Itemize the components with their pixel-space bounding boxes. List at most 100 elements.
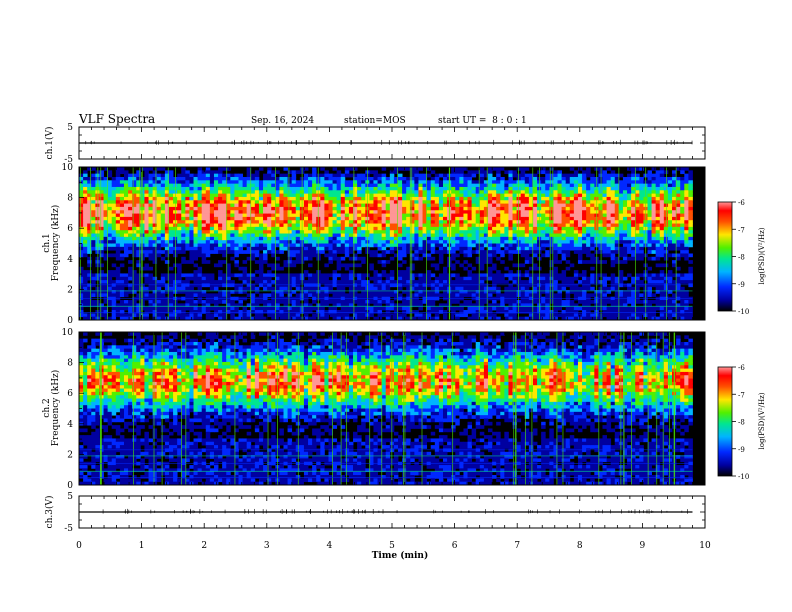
spectrogram-cell [213, 186, 219, 191]
spectrogram-cell [389, 273, 395, 278]
spectrogram-cell [353, 223, 358, 228]
spectrogram-cell [222, 183, 227, 188]
spectrogram-cell [177, 223, 182, 228]
spectrogram-cell [577, 300, 583, 304]
spectrogram-cell [487, 260, 493, 264]
spectrogram-cell [492, 240, 497, 244]
spectrogram-cell [443, 270, 448, 274]
spectrogram-cell [557, 260, 562, 264]
spectrogram-cell [119, 290, 125, 294]
spectrogram-cell [107, 243, 113, 248]
spectrogram-cell [475, 246, 481, 251]
spectrogram-cell [508, 233, 513, 238]
spectrogram-cell [389, 180, 395, 185]
spectrogram-cell [271, 266, 276, 271]
spectrogram-cell [520, 183, 526, 188]
spectrogram-cell [275, 313, 280, 318]
spectrogram-cell [430, 250, 436, 254]
spectrogram-cell [242, 216, 248, 221]
spectrogram-cell [128, 273, 133, 278]
spectrogram-cell [565, 306, 571, 311]
spectrogram-cell [537, 213, 542, 218]
spectrogram-cell [283, 213, 288, 218]
spectrogram-cell [340, 203, 346, 208]
spectrogram-cell [336, 313, 342, 318]
spectrogram-cell [459, 313, 464, 318]
spectrogram-cell [168, 293, 174, 298]
spectrogram-cell [426, 190, 432, 195]
spectrogram-cell [504, 216, 509, 221]
spectrogram-cell [545, 226, 550, 231]
spectrogram-cell [258, 223, 264, 228]
spectrogram-cell [357, 180, 362, 185]
spectrogram-cell [553, 190, 558, 195]
spectrogram-cell [271, 233, 276, 238]
spectrogram-cell [483, 306, 489, 311]
spectrogram-cell [557, 236, 562, 241]
spectrogram-cell [545, 253, 550, 258]
spectrogram-cell [189, 250, 194, 254]
spectrogram-cell [414, 220, 419, 224]
spectrogram-cell [79, 303, 84, 308]
spectrogram-cell [418, 213, 423, 218]
spectrogram-cell [487, 243, 493, 248]
spectrogram-cell [369, 243, 374, 248]
spectrogram-cell [561, 240, 567, 244]
spectrogram-cell [115, 250, 121, 254]
spectrogram-cell [410, 253, 415, 258]
spectrogram-cell [242, 226, 248, 231]
spectrogram-cell [205, 273, 211, 278]
spectrogram-cell [271, 293, 276, 298]
spectrogram-cell [471, 240, 477, 244]
spectrogram-cell [324, 226, 329, 231]
spectrogram-cell [398, 220, 403, 224]
spectrogram-cell [222, 290, 227, 294]
spectrogram-cell [414, 190, 419, 195]
spectrogram-cell [181, 213, 186, 218]
spectrogram-cell [197, 190, 203, 195]
spectrogram-cell [410, 180, 415, 185]
spectrogram-cell [348, 240, 354, 244]
spectrogram-cell [582, 180, 587, 185]
spectrogram-cell [136, 276, 141, 281]
spectrogram-cell [483, 210, 489, 214]
spectrogram-cell [528, 230, 534, 234]
spectrogram-cell [577, 210, 583, 214]
spectrogram-cell [136, 263, 141, 268]
spectrogram-cell [107, 283, 113, 288]
spectrogram-cell [295, 223, 301, 228]
spectrogram-cell [385, 283, 391, 288]
spectrogram-cell [111, 246, 117, 251]
spectrogram-cell [230, 310, 235, 314]
spectrogram-cell [83, 223, 88, 228]
spectrogram-cell [438, 306, 444, 311]
spectrogram-cell [532, 306, 538, 311]
spectrogram-cell [451, 286, 456, 291]
spectrogram-cell [438, 293, 444, 298]
spectrogram-cell [132, 233, 137, 238]
spectrogram-cell [213, 243, 219, 248]
spectrogram-cell [218, 213, 223, 218]
spectrogram-cell [140, 316, 145, 320]
spectrogram-cell [520, 210, 526, 214]
spectrogram-cell [213, 193, 219, 198]
spectrogram-cell [128, 203, 133, 208]
spectrogram-cell [308, 276, 313, 281]
spectrogram-cell [230, 246, 235, 251]
spectrogram-cell [406, 246, 411, 251]
spectrogram-cell [483, 276, 489, 281]
spectrogram-cell [246, 226, 252, 231]
spectrogram-cell [455, 283, 460, 288]
spectrogram-cell [181, 210, 186, 214]
spectrogram-cell [185, 240, 190, 244]
spectrogram-cell [524, 270, 530, 274]
spectrogram-cell [524, 306, 530, 311]
spectrogram-cell [418, 290, 423, 294]
spectrogram-cell [115, 210, 121, 214]
spectrogram-cell [385, 240, 391, 244]
spectrogram-cell [471, 266, 477, 271]
spectrogram-cell [389, 246, 395, 251]
spectrogram-cell [177, 213, 182, 218]
spectrogram-cell [222, 230, 227, 234]
spectrogram-cell [140, 236, 145, 241]
